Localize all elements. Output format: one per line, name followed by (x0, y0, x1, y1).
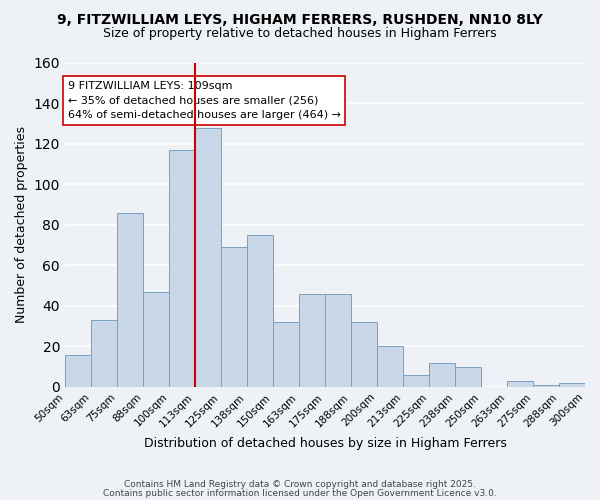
Bar (533, 385, 559, 387)
Bar (377, 346, 403, 387)
Text: Contains HM Land Registry data © Crown copyright and database right 2025.: Contains HM Land Registry data © Crown c… (124, 480, 476, 489)
Bar (455, 366, 481, 387)
Bar (65, 354, 91, 387)
Bar (325, 294, 351, 387)
Bar (429, 362, 455, 387)
Text: Size of property relative to detached houses in Higham Ferrers: Size of property relative to detached ho… (103, 28, 497, 40)
Bar (273, 322, 299, 387)
Text: 9, FITZWILLIAM LEYS, HIGHAM FERRERS, RUSHDEN, NN10 8LY: 9, FITZWILLIAM LEYS, HIGHAM FERRERS, RUS… (57, 12, 543, 26)
Bar (117, 213, 143, 387)
Bar (91, 320, 117, 387)
Bar (299, 294, 325, 387)
Bar (221, 247, 247, 387)
Bar (403, 375, 429, 387)
Bar (507, 381, 533, 387)
Bar (143, 292, 169, 387)
X-axis label: Distribution of detached houses by size in Higham Ferrers: Distribution of detached houses by size … (143, 437, 506, 450)
Bar (195, 128, 221, 387)
Bar (559, 383, 585, 387)
Text: Contains public sector information licensed under the Open Government Licence v3: Contains public sector information licen… (103, 488, 497, 498)
Y-axis label: Number of detached properties: Number of detached properties (15, 126, 28, 324)
Bar (247, 235, 273, 387)
Bar (351, 322, 377, 387)
Text: 9 FITZWILLIAM LEYS: 109sqm
← 35% of detached houses are smaller (256)
64% of sem: 9 FITZWILLIAM LEYS: 109sqm ← 35% of deta… (68, 81, 341, 120)
Bar (169, 150, 195, 387)
